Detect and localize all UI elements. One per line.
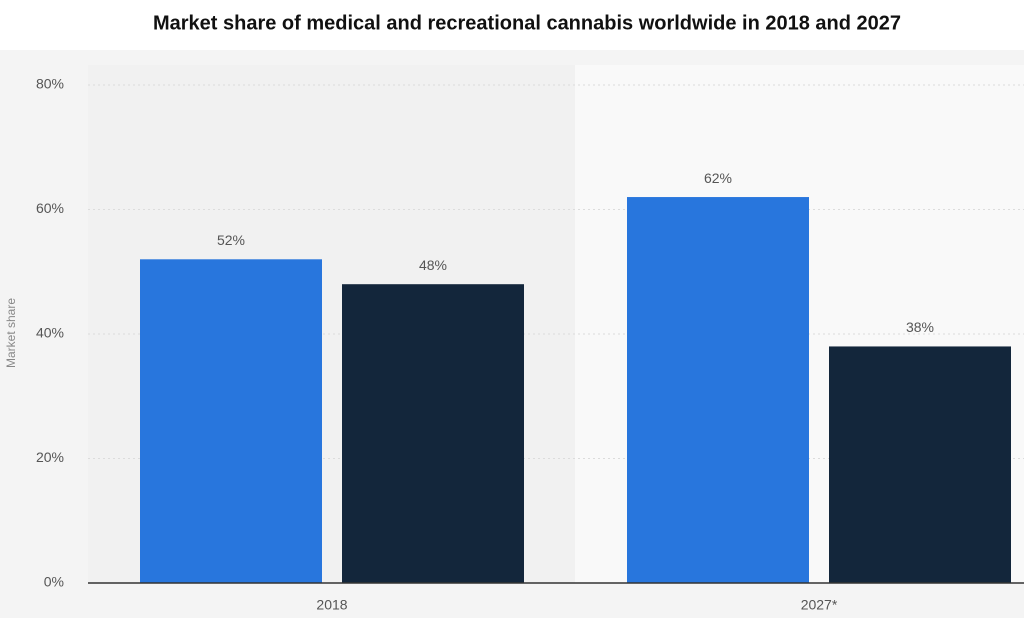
bar — [627, 197, 809, 584]
chart-title: Market share of medical and recreational… — [153, 12, 901, 34]
title-background — [0, 0, 1024, 50]
value-label: 52% — [217, 232, 245, 248]
bar — [829, 346, 1011, 583]
bar — [342, 284, 524, 583]
y-axis-label: Market share — [4, 298, 18, 368]
value-label: 38% — [906, 319, 934, 335]
y-tick-label: 40% — [36, 325, 64, 341]
x-tick-label: 2027* — [801, 597, 838, 613]
value-label: 62% — [704, 170, 732, 186]
value-label: 48% — [419, 257, 447, 273]
x-tick-label: 2018 — [316, 597, 347, 613]
y-tick-label: 80% — [36, 76, 64, 92]
bar — [140, 259, 322, 583]
y-tick-label: 0% — [44, 574, 64, 590]
y-tick-label: 60% — [36, 200, 64, 216]
y-tick-label: 20% — [36, 449, 64, 465]
